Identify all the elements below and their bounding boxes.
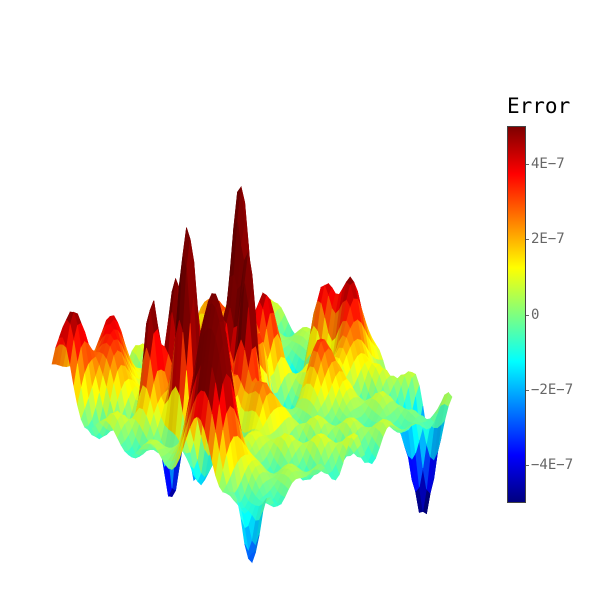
colorbar-tick-label: 4E−7 <box>531 155 565 172</box>
colorbar-tick-label: −2E−7 <box>531 381 574 398</box>
colorbar-tick-label: 0 <box>531 306 540 323</box>
colorbar <box>507 126 526 503</box>
surface-mesh <box>51 185 453 564</box>
colorbar-tick-label: −4E−7 <box>531 457 574 474</box>
colorbar-tick-mark <box>526 314 529 316</box>
colorbar-tick-label: 2E−7 <box>531 231 565 248</box>
colorbar-tick-mark <box>526 239 529 241</box>
surface-patch <box>248 551 257 563</box>
colorbar-tick-mark <box>526 389 529 391</box>
colorbar-title: Error <box>507 94 571 118</box>
colorbar-tick-mark <box>526 163 529 165</box>
colorbar-tick-mark <box>526 465 529 467</box>
